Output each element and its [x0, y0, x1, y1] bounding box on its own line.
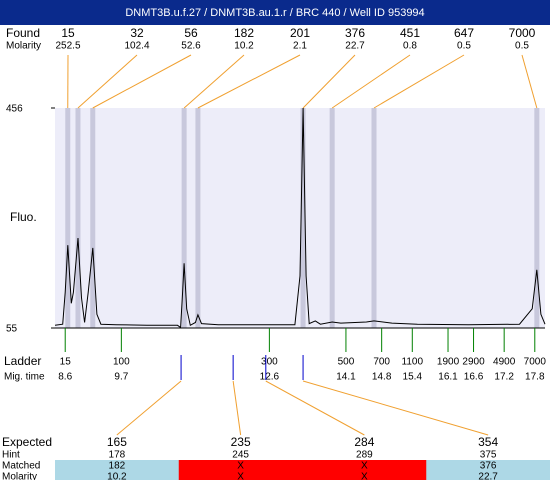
expected-value: 284: [354, 435, 374, 449]
found-label: Found: [6, 26, 40, 40]
found-band: [534, 108, 540, 328]
row-label: Molarity: [2, 472, 37, 480]
found-molarity: 10.2: [234, 41, 254, 52]
ladder-time: 8.6: [58, 372, 72, 383]
ladder-time: 16.6: [464, 372, 484, 383]
ladder-time: 14.8: [372, 372, 392, 383]
found-size: 376: [345, 26, 365, 40]
found-connector: [77, 54, 138, 109]
ladder-size: 500: [338, 357, 355, 368]
found-band: [90, 108, 96, 328]
ladder-label: Ladder: [4, 354, 41, 368]
ladder-size: 1900: [437, 357, 460, 368]
expected-value: 354: [478, 435, 498, 449]
row-label: Matched: [2, 461, 40, 472]
found-size: 451: [400, 26, 420, 40]
ladder-size: 15: [60, 357, 72, 368]
ladder-size: 2900: [462, 357, 485, 368]
matched-value: X: [237, 461, 244, 472]
found-size: 647: [454, 26, 474, 40]
found-connector: [197, 54, 301, 109]
found-band: [181, 108, 187, 328]
ladder-size: 1100: [402, 357, 424, 368]
row-label: Expected: [2, 435, 52, 449]
ladder-time: 15.4: [403, 372, 423, 383]
row-label: Hint: [2, 450, 20, 461]
expected-value: 165: [107, 435, 127, 449]
expected-connector: [265, 380, 365, 436]
found-connector: [92, 54, 192, 109]
found-molarity: 0.8: [403, 41, 417, 52]
molarity-value: X: [237, 472, 244, 480]
match-cell: [55, 460, 180, 480]
ladder-size: 300: [261, 357, 278, 368]
hint-value: 375: [480, 450, 497, 461]
found-connector: [183, 54, 245, 109]
ladder-time: 9.7: [114, 372, 128, 383]
title-bar: [0, 0, 550, 25]
found-molarity: 102.4: [124, 41, 149, 52]
molarity-value: X: [361, 472, 368, 480]
match-cell: [426, 460, 550, 480]
found-size: 201: [290, 26, 310, 40]
y-axis-label: Fluo.: [10, 210, 37, 224]
match-cell: [178, 460, 303, 480]
found-connector: [302, 54, 356, 109]
found-band: [75, 108, 81, 328]
found-molarity: 22.7: [345, 41, 365, 52]
found-band: [195, 108, 201, 328]
found-size: 15: [61, 26, 75, 40]
matched-value: X: [361, 461, 368, 472]
ladder-time: 17.2: [494, 372, 514, 383]
hint-value: 245: [232, 450, 249, 461]
molarity-value: 10.2: [107, 472, 127, 480]
y-tick-label: 456: [6, 104, 23, 115]
expected-connector: [232, 380, 242, 436]
found-size: 56: [184, 26, 198, 40]
molarity-value: 22.7: [478, 472, 498, 480]
found-size: 7000: [509, 26, 536, 40]
plot-area: [55, 108, 545, 328]
hint-value: 289: [356, 450, 373, 461]
found-connector: [331, 54, 411, 109]
ladder-sublabel: Mig. time: [4, 372, 45, 383]
ladder-time: 14.1: [336, 372, 356, 383]
ladder-time: 12.6: [260, 372, 280, 383]
found-band: [65, 108, 71, 328]
found-band: [300, 108, 306, 328]
y-tick-label: 55: [6, 324, 18, 335]
expected-value: 235: [231, 435, 251, 449]
found-sublabel: Molarity: [6, 41, 41, 52]
found-molarity: 52.6: [181, 41, 201, 52]
found-molarity: 252.5: [55, 41, 80, 52]
found-molarity: 0.5: [457, 41, 471, 52]
found-molarity: 0.5: [515, 41, 529, 52]
found-molarity: 2.1: [293, 41, 307, 52]
hint-value: 178: [109, 450, 126, 461]
chart-title: DNMT3B.u.f.27 / DNMT3B.au.1.r / BRC 440 …: [125, 7, 424, 19]
found-band: [329, 108, 335, 328]
expected-connector: [116, 380, 182, 436]
ladder-size: 4900: [493, 357, 516, 368]
matched-value: 376: [480, 461, 497, 472]
ladder-size: 100: [113, 357, 130, 368]
ladder-size: 700: [373, 357, 390, 368]
ladder-time: 16.1: [438, 372, 458, 383]
trace: [54, 107, 546, 329]
expected-connector: [302, 380, 489, 436]
found-connector: [521, 54, 538, 109]
matched-value: 182: [109, 461, 126, 472]
found-connector: [373, 54, 465, 109]
ladder-time: 17.8: [525, 372, 545, 383]
found-size: 32: [130, 26, 144, 40]
match-cell: [302, 460, 427, 480]
found-size: 182: [234, 26, 254, 40]
found-band: [371, 108, 377, 328]
ladder-size: 7000: [524, 357, 547, 368]
